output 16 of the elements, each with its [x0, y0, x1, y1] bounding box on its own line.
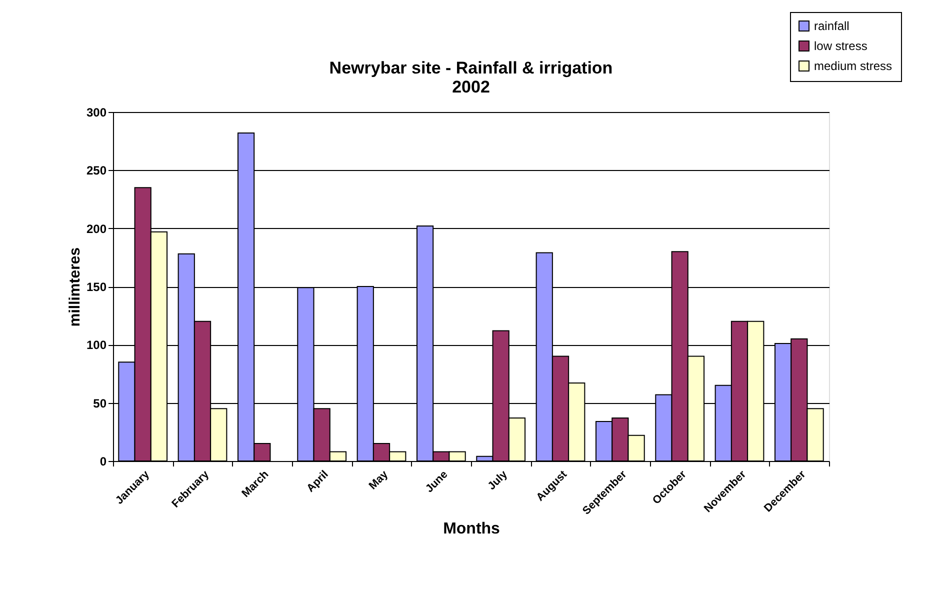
legend-label: rainfall — [814, 19, 850, 33]
y-tick-label: 250 — [86, 164, 107, 178]
x-tick-label: July — [486, 468, 510, 493]
x-tick-label: May — [366, 468, 392, 492]
text: 2002 — [452, 78, 490, 96]
legend-label: medium stress — [814, 59, 892, 73]
y-axis-title: millimteres — [66, 247, 84, 327]
y-tick-label: 150 — [86, 280, 107, 294]
x-axis-title: Months — [443, 520, 500, 538]
legend-label: low stress — [814, 39, 868, 53]
y-tick-label: 300 — [86, 106, 107, 120]
y-tick-label: 0 — [100, 454, 107, 468]
y-tick-label: 50 — [93, 396, 107, 410]
y-tick-label: 200 — [86, 222, 107, 236]
text: Newrybar site - Rainfall & irrigation — [329, 58, 613, 78]
y-tick-label: 100 — [86, 338, 107, 352]
